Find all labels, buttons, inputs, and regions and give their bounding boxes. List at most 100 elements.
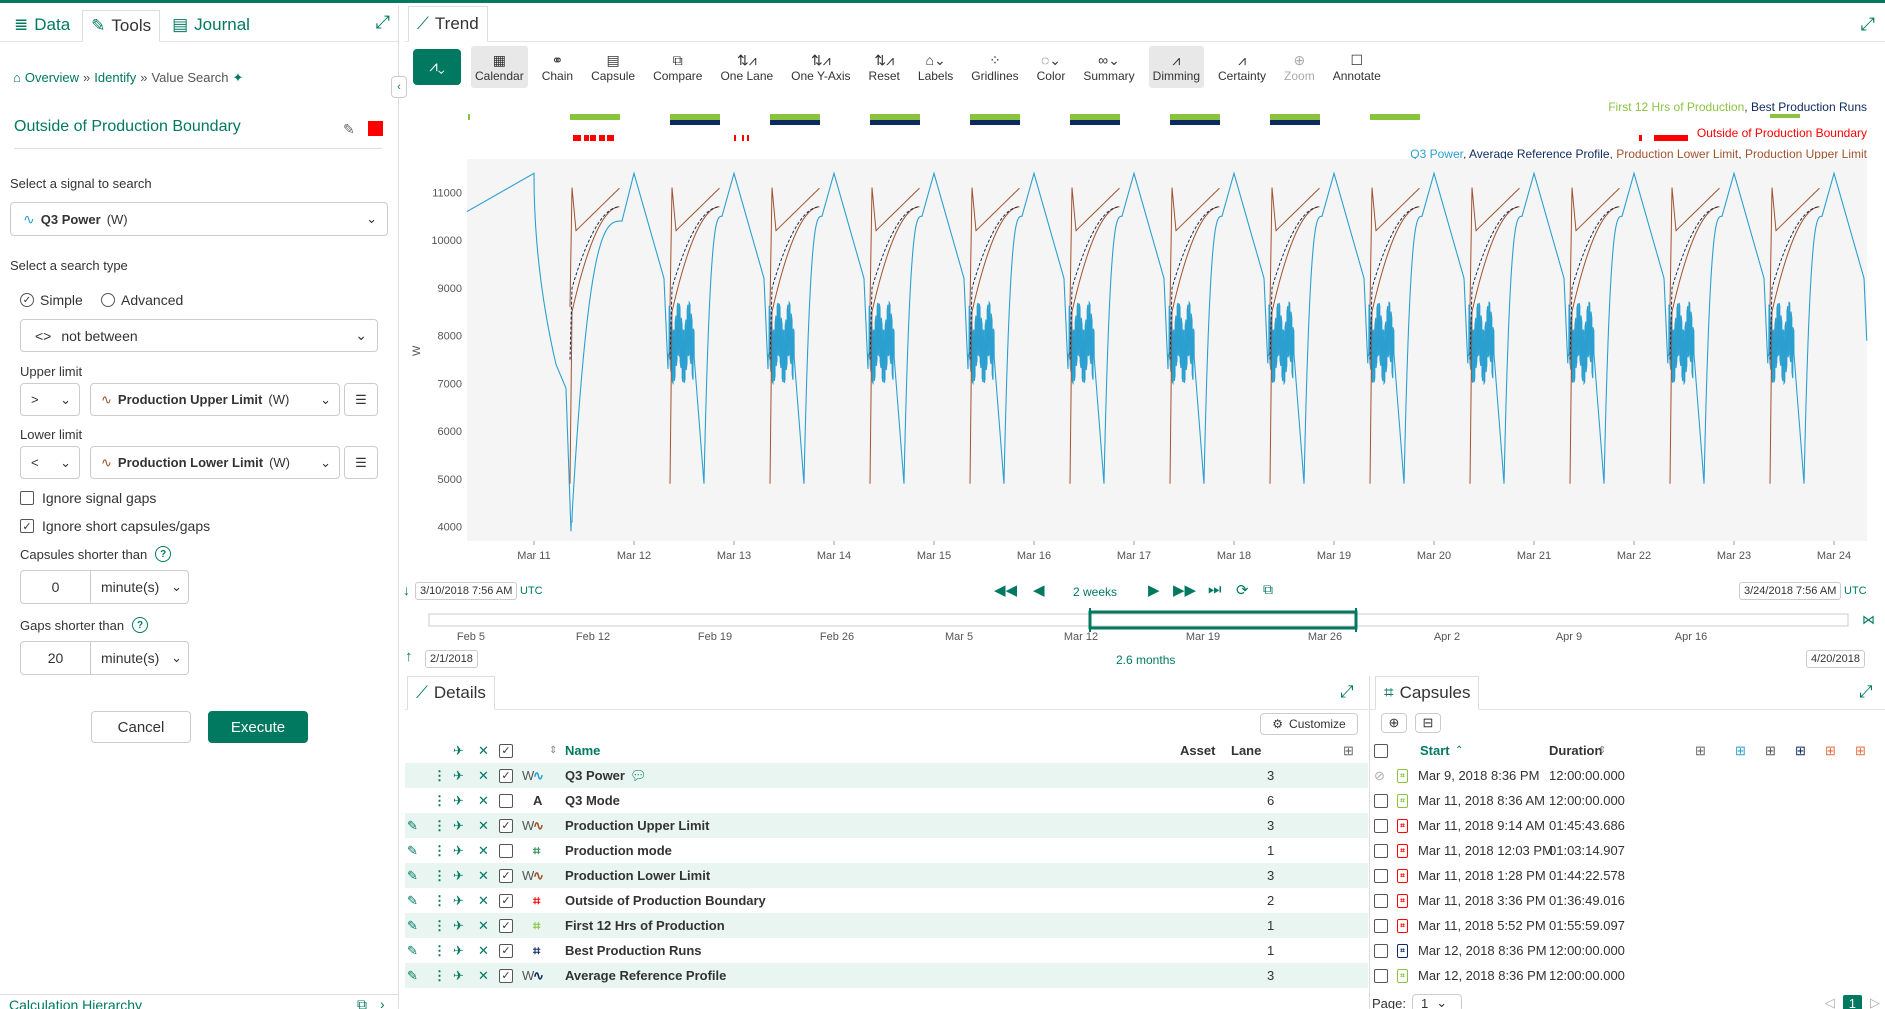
pencil-icon[interactable]: ✎ <box>343 121 355 137</box>
pencil-icon[interactable]: ✎ <box>407 867 418 883</box>
add-column-icon[interactable]: ⊞ <box>1695 742 1706 758</box>
upper-signal-select[interactable]: ∿ Production Upper Limit (W) ⌄ <box>90 383 340 416</box>
toolbar-summary-button[interactable]: ∞⌄ Summary <box>1083 51 1135 83</box>
item-name[interactable]: Outside of Production Boundary <box>565 893 766 908</box>
row-checkbox[interactable]: ✓ <box>499 968 513 983</box>
select-all-checkbox[interactable]: ✓ <box>499 743 513 758</box>
series-lower-limit[interactable] <box>669 206 720 484</box>
series-avg-reference[interactable] <box>1769 206 1820 360</box>
capsule-row[interactable]: ⊘ ⌗ Mar 9, 2018 8:36 PM 12:00:00.000 <box>1370 763 1885 788</box>
pin-icon[interactable]: ✈ <box>453 792 464 808</box>
series-upper-limit[interactable] <box>869 187 920 308</box>
series-avg-reference[interactable] <box>1269 206 1320 360</box>
pin-icon[interactable]: ✈ <box>453 967 464 983</box>
kebab-menu-icon[interactable]: ⋮ <box>433 842 446 858</box>
zoom-to-capsule-button[interactable]: ⊕ <box>1381 713 1407 733</box>
row-checkbox[interactable] <box>499 793 513 808</box>
view-type-button[interactable]: ⩘⌄ <box>413 48 461 85</box>
remove-icon[interactable]: ✕ <box>478 792 489 808</box>
breadcrumb-identify[interactable]: Identify <box>94 70 137 85</box>
auto-update-icon[interactable]: ⧉ <box>1263 581 1273 597</box>
series-avg-reference[interactable] <box>1369 206 1420 360</box>
row-checkbox[interactable] <box>1374 943 1388 958</box>
navigator-collapse-icon[interactable]: ⋈ <box>1862 612 1875 627</box>
details-row[interactable]: ✎ ⋮ ✈ ✕ ⌗ Production mode 1 <box>405 838 1368 863</box>
signal-select[interactable]: ∿ Q3 Power (W) ⌄ <box>10 202 388 236</box>
lower-operator-select[interactable]: < ⌄ <box>20 446 80 479</box>
table-options-icon[interactable]: ⊞ <box>1343 742 1354 758</box>
series-avg-reference[interactable] <box>1569 206 1620 360</box>
current-page[interactable]: 1 <box>1842 994 1862 1009</box>
tab-capsules[interactable]: ⌗ Capsules <box>1375 676 1480 710</box>
toolbar-compare-button[interactable]: ⧉ Compare <box>653 51 703 83</box>
series-avg-reference[interactable] <box>869 206 920 360</box>
capsule-first-12[interactable] <box>670 114 720 120</box>
column-option-icon[interactable]: ⊞ <box>1735 742 1746 758</box>
series-upper-limit[interactable] <box>1269 187 1320 308</box>
remove-icon[interactable]: ✕ <box>478 942 489 958</box>
pencil-icon[interactable]: ✎ <box>407 842 418 858</box>
series-lower-limit[interactable] <box>1669 206 1720 484</box>
capsule-row[interactable]: ⌗ Mar 11, 2018 9:14 AM 01:45:43.686 <box>1370 813 1885 838</box>
nav-end-field[interactable]: 4/20/2018 <box>1806 650 1865 668</box>
tab-trend[interactable]: ⟋ Trend <box>408 6 488 42</box>
tab-details[interactable]: ⟋ Details <box>407 676 495 710</box>
remove-icon[interactable]: ✕ <box>478 767 489 783</box>
next-page-icon[interactable]: ▷ <box>1870 995 1880 1009</box>
details-row[interactable]: ⋮ ✈ ✕ A Q3 Mode 6 <box>405 788 1368 813</box>
calculation-hierarchy-link[interactable]: Calculation Hierarchy <box>9 997 143 1009</box>
series-avg-reference[interactable] <box>569 206 620 360</box>
remove-icon[interactable]: ✕ <box>478 817 489 833</box>
row-checkbox[interactable]: ✓ <box>499 943 513 958</box>
capsule-first-12[interactable] <box>1770 114 1800 118</box>
column-start[interactable]: Start <box>1420 743 1450 758</box>
details-row[interactable]: ✎ ⋮ ✈ ✕ ✓ ⌗ Outside of Production Boundary 2 <box>405 888 1368 913</box>
row-checkbox[interactable] <box>1374 893 1388 908</box>
item-name[interactable]: Production Upper Limit <box>565 818 710 833</box>
pin-icon[interactable]: ✈ <box>453 842 464 858</box>
toolbar-reset-button[interactable]: ⇅⩘ Reset <box>868 51 900 83</box>
series-lower-limit[interactable] <box>1769 206 1820 484</box>
kebab-menu-icon[interactable]: ⋮ <box>433 767 446 783</box>
kebab-menu-icon[interactable]: ⋮ <box>433 967 446 983</box>
item-name[interactable]: Production Lower Limit <box>565 868 711 883</box>
help-icon[interactable]: ? <box>155 546 172 562</box>
column-option-icon[interactable]: ⊞ <box>1825 742 1836 758</box>
details-row[interactable]: ✎ ⋮ ✈ ✕ ✓ W ∿ Production Lower Limit 3 <box>405 863 1368 888</box>
item-name[interactable]: Best Production Runs <box>565 943 702 958</box>
capsule-first-12[interactable] <box>1170 114 1220 120</box>
capsule-first-12[interactable] <box>570 114 620 120</box>
tab-data[interactable]: ≣ Data <box>14 15 71 34</box>
upper-list-button[interactable]: ☰ <box>344 383 378 416</box>
series-avg-reference[interactable] <box>669 206 720 360</box>
toolbar-chain-button[interactable]: ⚭ Chain <box>541 51 574 83</box>
tool-title[interactable]: Outside of Production Boundary <box>14 118 241 135</box>
gaps-shorter-input[interactable]: 20 minute(s) ⌄ <box>20 641 189 675</box>
capsule-best-run[interactable] <box>770 120 820 125</box>
select-all-capsules-checkbox[interactable] <box>1374 743 1388 758</box>
tab-tools[interactable]: ✎ Tools <box>82 10 161 42</box>
series-upper-limit[interactable] <box>569 187 620 308</box>
caps-shorter-input[interactable]: 0 minute(s) ⌄ <box>20 570 189 604</box>
series-upper-limit[interactable] <box>1169 187 1220 308</box>
chevron-right-icon[interactable]: › <box>380 996 385 1009</box>
step-back-far-icon[interactable]: ◀◀ <box>994 582 1018 599</box>
row-checkbox[interactable]: ✓ <box>499 868 513 883</box>
series-lower-limit[interactable] <box>969 206 1020 484</box>
pencil-icon[interactable]: ✎ <box>407 817 418 833</box>
capsule-best-run[interactable] <box>870 120 920 125</box>
customize-button[interactable]: ⚙ Customize <box>1260 713 1358 735</box>
row-checkbox[interactable] <box>1374 968 1388 983</box>
ignore-gaps-checkbox[interactable]: Ignore signal gaps <box>20 490 156 506</box>
series-upper-limit[interactable] <box>1569 187 1620 308</box>
pencil-icon[interactable]: ✎ <box>407 917 418 933</box>
series-lower-limit[interactable] <box>1569 206 1620 484</box>
pin-icon[interactable]: ✈ <box>453 942 464 958</box>
timezone-label[interactable]: UTC <box>520 585 543 597</box>
toolbar-certainty-button[interactable]: ⩘ Certainty <box>1218 51 1267 83</box>
arrow-down-icon[interactable]: ↓ <box>403 582 410 598</box>
collapse-panel-button[interactable]: ‹ <box>391 76 407 98</box>
kebab-menu-icon[interactable]: ⋮ <box>433 917 446 933</box>
capsule-best-run[interactable] <box>670 120 720 125</box>
item-name[interactable]: Q3 Mode <box>565 793 620 808</box>
